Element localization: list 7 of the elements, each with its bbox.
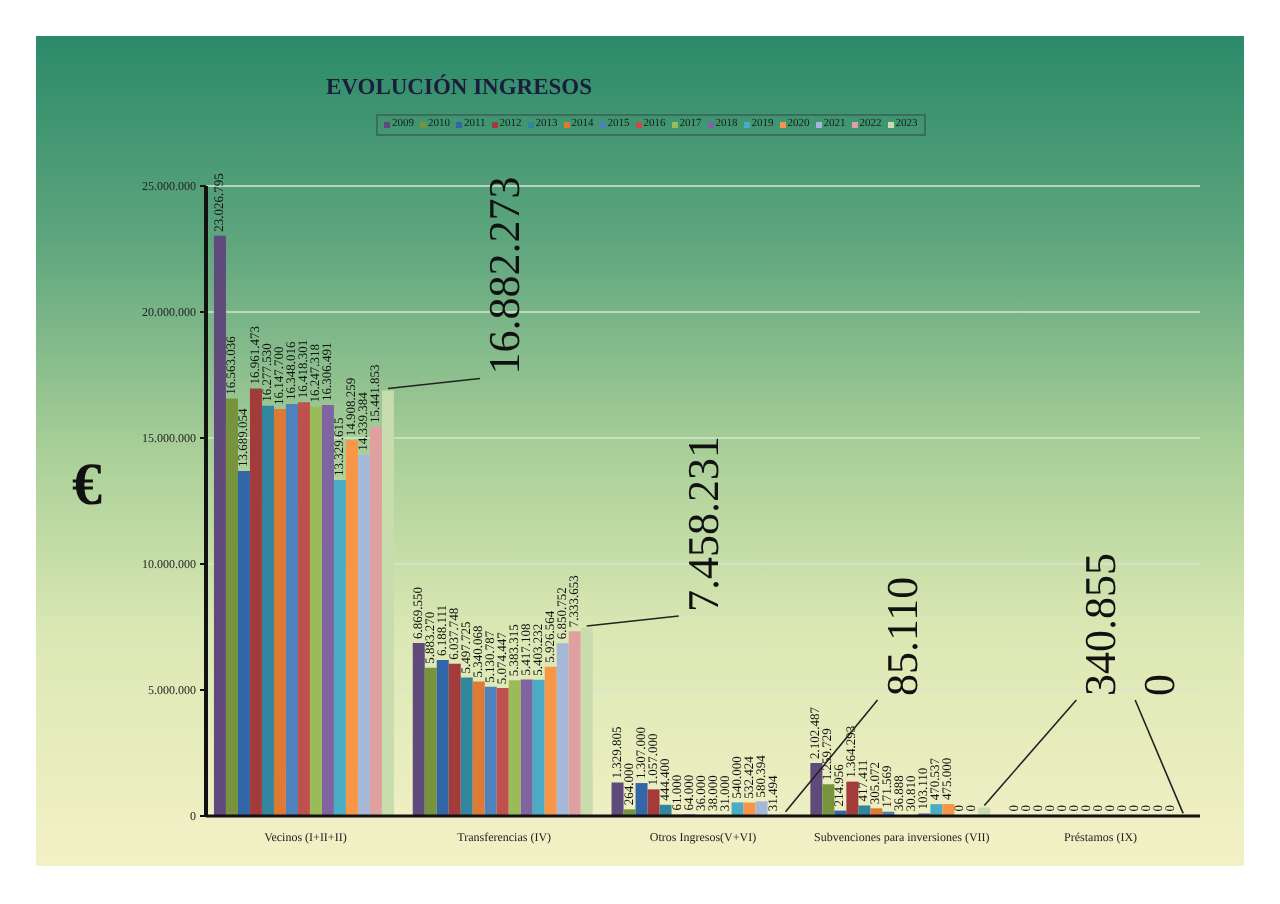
data-label: 340.855 bbox=[1075, 553, 1126, 696]
y-axis-title: € bbox=[72, 452, 102, 520]
data-label: 85.110 bbox=[876, 576, 927, 696]
data-label: 7.458.231 bbox=[677, 436, 728, 613]
chart-title: EVOLUCIÓN INGRESOS bbox=[326, 76, 593, 100]
data-label: 0 bbox=[1134, 674, 1185, 696]
data-label: 16.882.273 bbox=[478, 176, 529, 375]
